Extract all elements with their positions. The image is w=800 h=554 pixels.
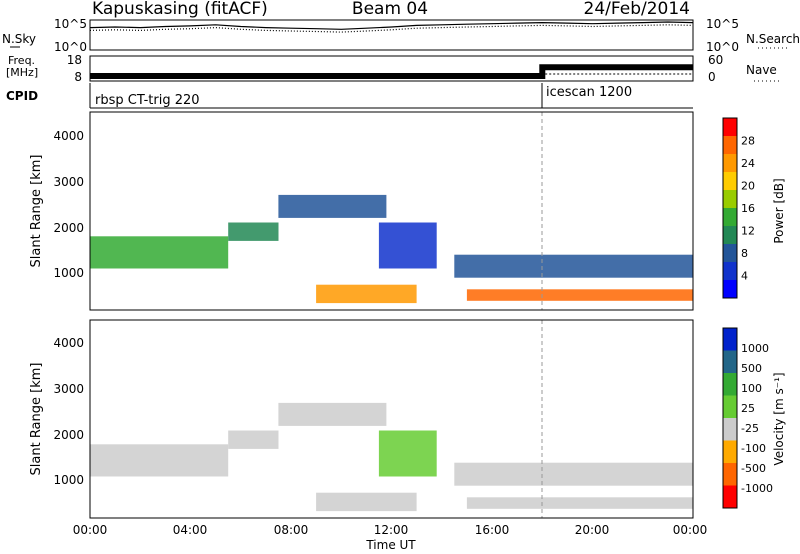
cpid-label: CPID	[6, 89, 38, 103]
power-colorbar-segment	[723, 244, 737, 262]
power-region-4	[316, 284, 417, 304]
power-colorbar-segment	[723, 190, 737, 208]
power-panel: Slant Range [km] 4000 3000 2000 1000 282…	[29, 111, 786, 311]
noise-panel: N.Sky 10^5 10^0 10^5 10^0 N.Search	[2, 17, 800, 54]
velocity-region-2	[278, 402, 387, 426]
velocity-colorbar-segment	[723, 440, 737, 463]
power-colorbar-tick: 24	[741, 157, 755, 170]
velocity-colorbar-label: Velocity [m s⁻¹]	[772, 372, 786, 465]
xtick-1200: 12:00	[374, 523, 409, 537]
station-title: Kapuskasing (fitACF)	[92, 0, 268, 19]
velocity-ytick-4000: 4000	[53, 336, 84, 350]
freq-right-tick-top: 60	[708, 53, 723, 67]
power-colorbar-tick: 16	[741, 202, 755, 215]
power-region-3	[378, 222, 437, 269]
velocity-region-4	[316, 492, 417, 512]
velocity-region-1	[228, 430, 279, 449]
time-axis: 00:00 04:00 08:00 12:00 16:00 20:00 00:0…	[73, 523, 708, 552]
xtick-1600: 16:00	[475, 523, 510, 537]
freq-left-label: Freq.	[8, 54, 35, 67]
xtick-0000a: 00:00	[73, 523, 108, 537]
freq-left-tick-top: 18	[67, 53, 82, 67]
velocity-colorbar-frame	[722, 327, 738, 509]
power-ytick-2000: 2000	[53, 221, 84, 235]
velocity-colorbar: 1000 500 100 25 -25 -100 -500 -1000	[722, 327, 773, 509]
freq-left-tick-bottom: 8	[74, 70, 82, 84]
frequency-panel: Freq. [MHz] 18 8 60 0 Nave	[6, 53, 780, 84]
velocity-ytick-1000: 1000	[53, 473, 84, 487]
velocity-ytick-3000: 3000	[53, 382, 84, 396]
velocity-colorbar-segment	[723, 395, 737, 418]
power-colorbar-tick: 28	[741, 135, 755, 148]
power-colorbar-tick: 4	[741, 270, 748, 283]
velocity-colorbar-tick: 100	[741, 382, 762, 395]
power-region-6	[466, 289, 693, 301]
noise-left-tick-top: 10^5	[54, 17, 87, 31]
power-ylabel: Slant Range [km]	[29, 155, 44, 268]
power-colorbar-tick: 8	[741, 247, 748, 260]
beam-title: Beam 04	[352, 0, 428, 19]
power-colorbar: 28 24 20 16 12 8 4	[722, 117, 755, 299]
power-colorbar-segment	[723, 172, 737, 190]
velocity-ylabel: Slant Range [km]	[29, 363, 44, 476]
velocity-colorbar-segment	[723, 328, 737, 351]
velocity-ytick-2000: 2000	[53, 428, 84, 442]
velocity-region-3	[378, 430, 437, 477]
noise-left-label: N.Sky	[2, 32, 36, 46]
freq-series-1	[90, 64, 693, 79]
power-region-1	[228, 222, 279, 241]
velocity-colorbar-segment	[723, 350, 737, 373]
power-colorbar-segment	[723, 136, 737, 154]
xlabel: Time UT	[365, 538, 416, 552]
cpid-program-1: rbsp CT-trig 220	[95, 93, 200, 108]
power-region-5	[454, 254, 693, 278]
noise-right-tick-bottom: 10^0	[706, 40, 739, 54]
xtick-2000: 20:00	[575, 523, 610, 537]
power-ytick-3000: 3000	[53, 175, 84, 189]
xtick-0400: 04:00	[173, 523, 208, 537]
cpid-panel: CPID rbsp CT-trig 220 icescan 1200	[6, 83, 693, 109]
velocity-colorbar-segment	[723, 418, 737, 441]
velocity-colorbar-tick: -100	[741, 442, 766, 455]
power-colorbar-tick: 20	[741, 180, 755, 193]
power-colorbar-segment	[723, 118, 737, 136]
velocity-colorbar-segment	[723, 373, 737, 396]
cpid-program-2: icescan 1200	[546, 85, 632, 100]
velocity-colorbar-tick: -500	[741, 462, 766, 475]
power-colorbar-segment	[723, 154, 737, 172]
power-ytick-1000: 1000	[53, 266, 84, 280]
velocity-colorbar-tick: 25	[741, 402, 755, 415]
freq-right-label: Nave	[746, 63, 777, 77]
power-region-2	[278, 194, 387, 218]
noise-right-label: N.Search	[746, 32, 800, 46]
noise-right-tick-top: 10^5	[706, 17, 739, 31]
power-colorbar-label: Power [dB]	[772, 178, 786, 243]
power-ytick-4000: 4000	[53, 129, 84, 143]
power-colorbar-segment	[723, 208, 737, 226]
velocity-region-5	[454, 462, 693, 486]
xtick-0000b: 00:00	[673, 523, 708, 537]
power-colorbar-segment	[723, 280, 737, 298]
velocity-colorbar-tick: -1000	[741, 482, 773, 495]
freq-right-tick-bottom: 0	[708, 70, 716, 84]
velocity-colorbar-segment	[723, 485, 737, 508]
power-colorbar-segment	[723, 226, 737, 244]
power-colorbar-tick: 12	[741, 225, 755, 238]
velocity-panel: Slant Range [km] 4000 3000 2000 1000 100…	[29, 319, 786, 519]
power-region-0	[90, 236, 229, 269]
xtick-0800: 08:00	[274, 523, 309, 537]
power-colorbar-segment	[723, 262, 737, 280]
velocity-colorbar-segment	[723, 463, 737, 486]
velocity-region-0	[90, 444, 229, 477]
velocity-colorbar-tick: -25	[741, 422, 759, 435]
velocity-region-6	[466, 497, 693, 509]
noise-left-tick-bottom: 10^0	[54, 40, 87, 54]
noise-series-0	[89, 21, 694, 30]
velocity-colorbar-tick: 500	[741, 362, 762, 375]
velocity-colorbar-tick: 1000	[741, 342, 769, 355]
freq-left-unit: [MHz]	[6, 66, 38, 79]
date-title: 24/Feb/2014	[584, 0, 690, 19]
power-colorbar-frame	[722, 117, 738, 299]
